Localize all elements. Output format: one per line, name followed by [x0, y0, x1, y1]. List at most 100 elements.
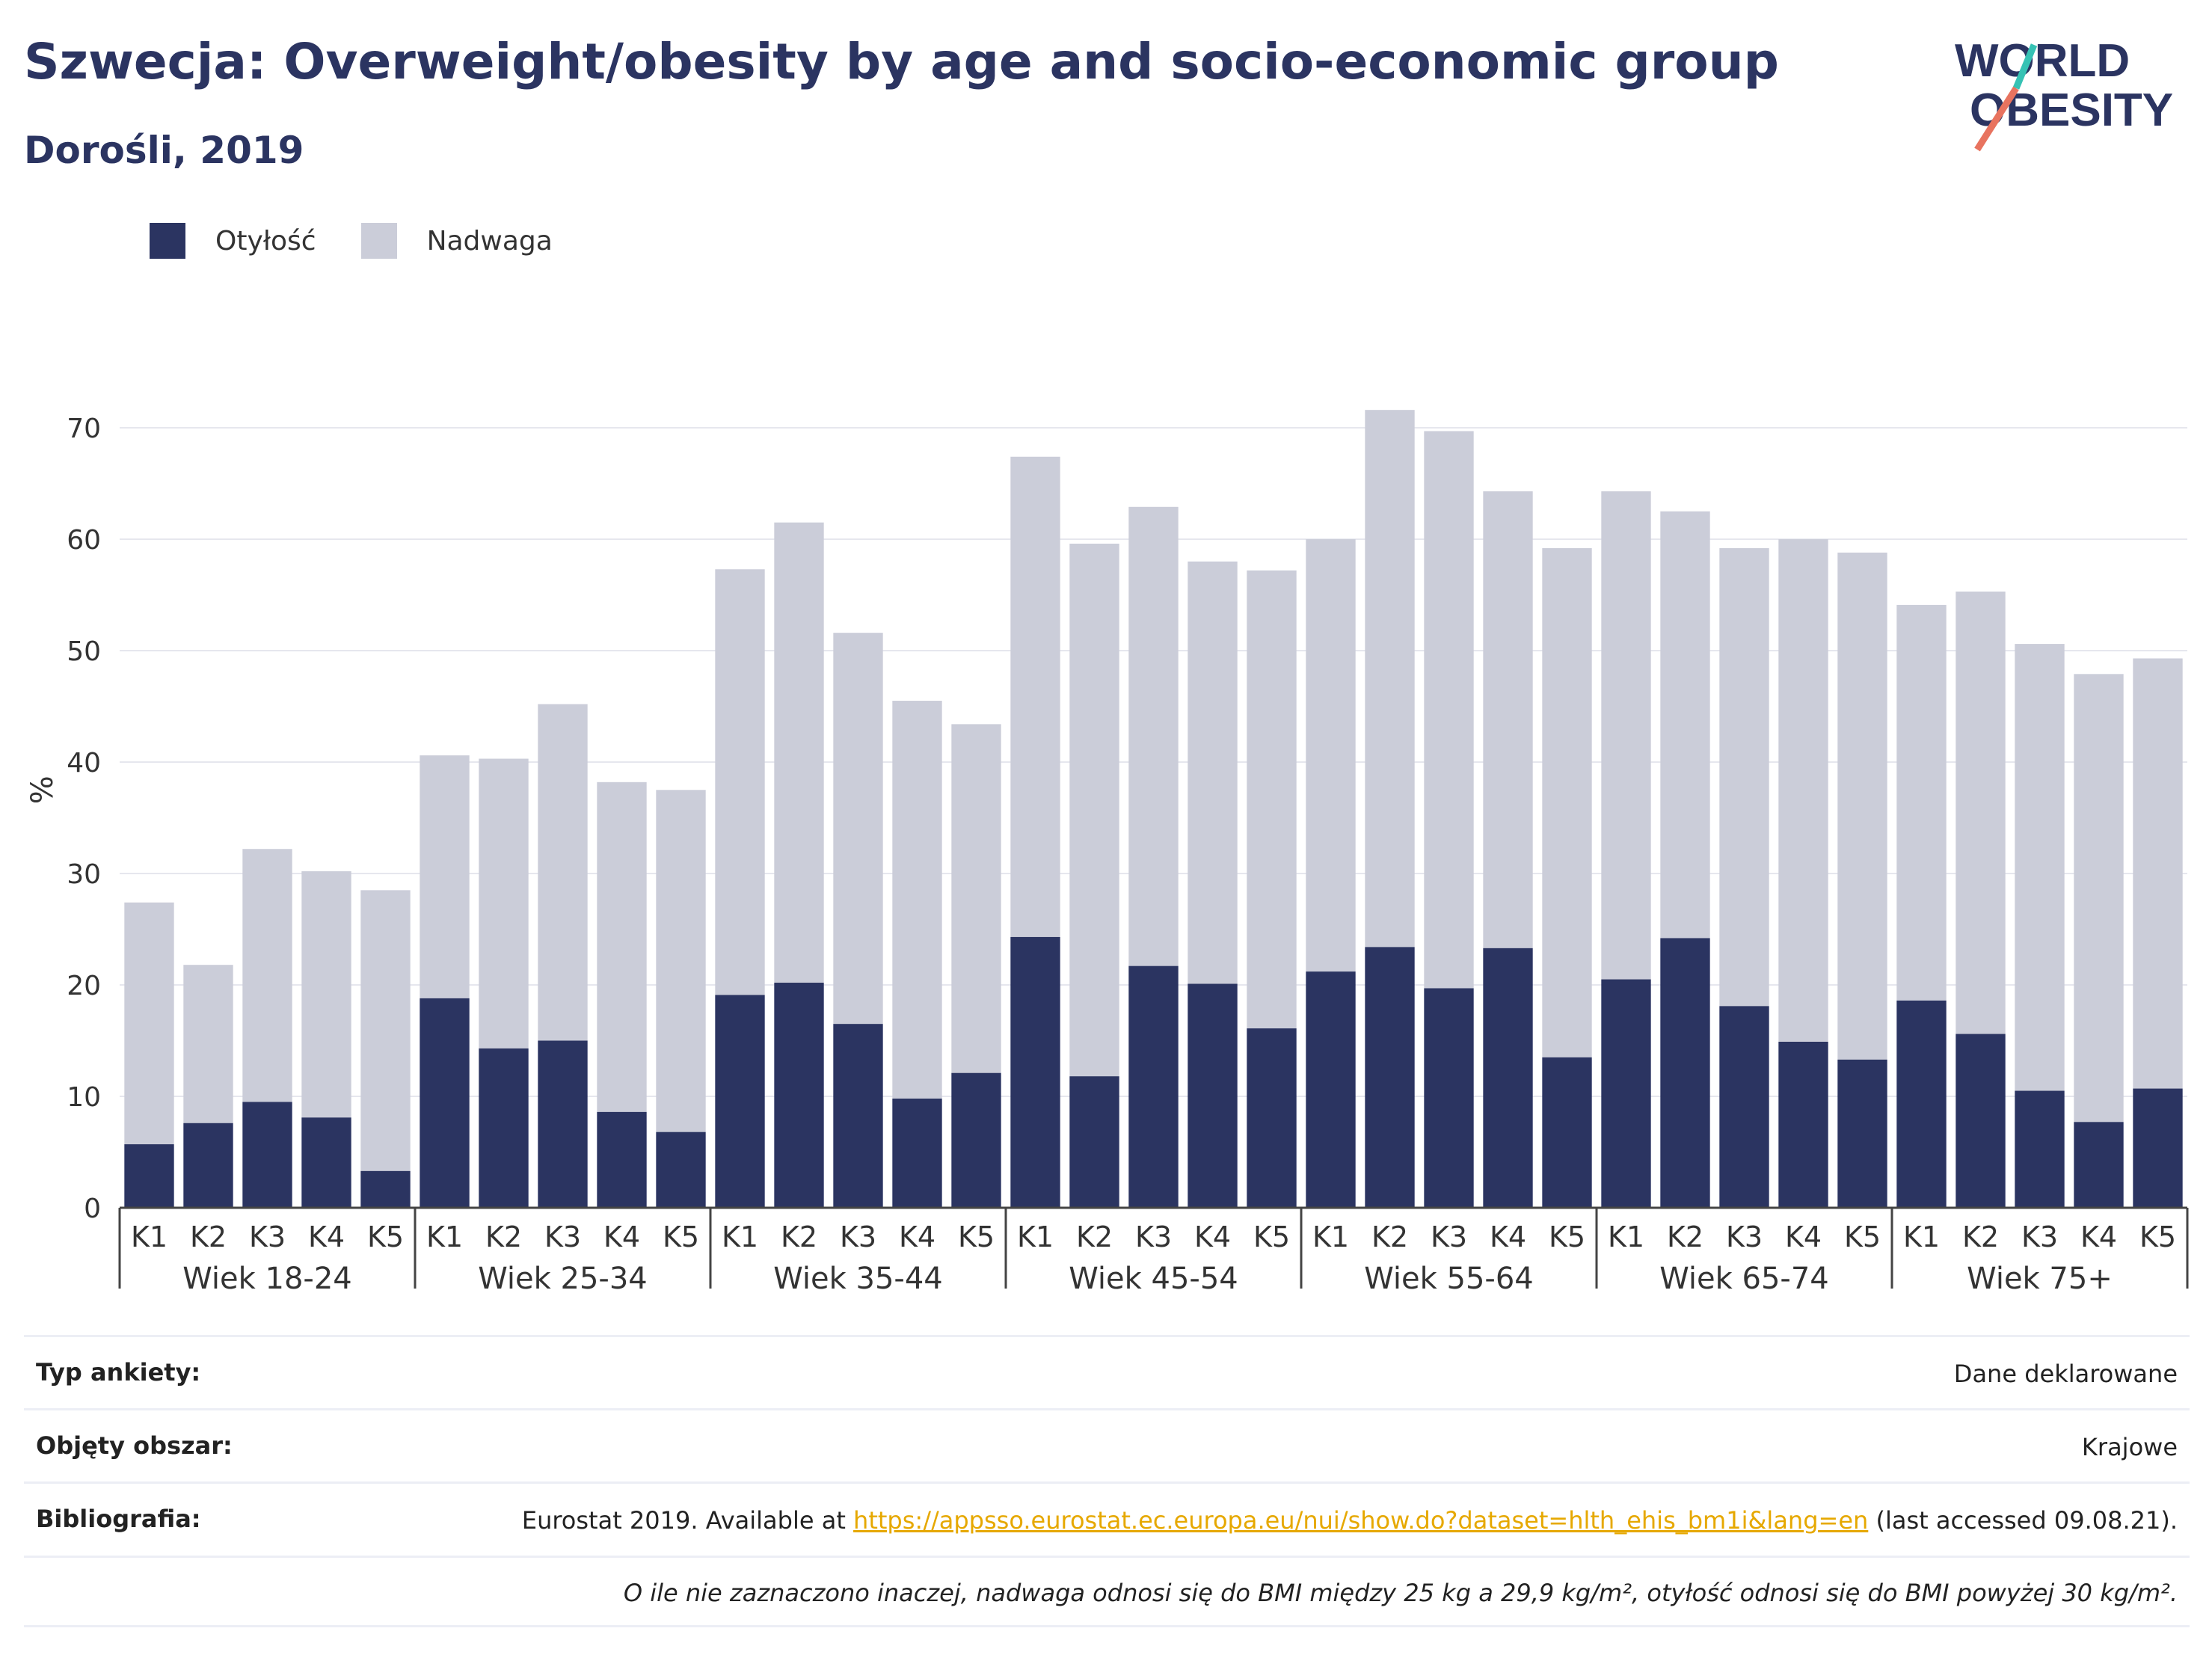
x-tick-label: K5	[1253, 1220, 1290, 1253]
legend-item-obesity: Otyłość	[150, 223, 316, 259]
legend-swatch-overweight	[360, 223, 397, 259]
group-label: Wiek 35-44	[773, 1262, 943, 1296]
bar-obesity	[538, 1040, 588, 1208]
bar-overweight	[597, 782, 647, 1112]
definition-note: O ile nie zaznaczono inaczej, nadwaga od…	[24, 1555, 2190, 1627]
x-tick-label: K1	[1312, 1220, 1349, 1253]
bar-overweight	[2015, 644, 2065, 1091]
y-tick-label: 40	[67, 748, 101, 779]
bar-obesity	[360, 1170, 411, 1208]
y-tick-label: 10	[67, 1082, 101, 1113]
bar-overweight	[124, 902, 174, 1145]
bar-overweight	[1424, 431, 1474, 989]
bar-overweight	[242, 849, 292, 1102]
bar-obesity	[124, 1144, 174, 1208]
bar-obesity	[1188, 983, 1238, 1208]
x-tick-label: K4	[1490, 1220, 1526, 1253]
bar-overweight	[1306, 539, 1356, 972]
x-tick-label: K2	[485, 1220, 522, 1253]
x-tick-label: K3	[840, 1220, 876, 1253]
bar-overweight	[2133, 658, 2183, 1089]
legend-item-overweight: Nadwaga	[360, 223, 553, 259]
group-label: Wiek 45-54	[1069, 1262, 1238, 1296]
x-tick-label: K3	[1135, 1220, 1172, 1253]
bar-overweight	[1601, 491, 1651, 980]
bar-obesity	[1601, 979, 1651, 1208]
bar-overweight	[479, 758, 529, 1048]
group-label: Wiek 65-74	[1659, 1262, 1829, 1296]
bar-obesity	[1069, 1076, 1119, 1208]
bar-overweight	[715, 569, 765, 995]
x-tick-label: K3	[2021, 1220, 2058, 1253]
bar-overweight	[1719, 547, 1769, 1007]
bar-overweight	[2074, 674, 2124, 1123]
x-tick-label: K2	[1076, 1220, 1113, 1253]
legend-swatch-obesity	[150, 223, 185, 259]
bar-overweight	[833, 633, 883, 1025]
bar-overweight	[1837, 552, 1887, 1060]
y-tick-label: 0	[84, 1194, 101, 1224]
x-tick-label: K4	[603, 1220, 640, 1253]
bar-obesity	[2133, 1088, 2183, 1208]
y-tick-label: 50	[67, 636, 101, 667]
x-tick-label: K4	[1785, 1220, 1822, 1253]
bar-overweight	[1128, 506, 1179, 966]
bar-obesity	[1837, 1059, 1887, 1208]
bar-overweight	[656, 790, 706, 1132]
y-tick-label: 30	[67, 859, 101, 890]
bar-overweight	[1896, 604, 1947, 1001]
survey-value: Dane deklarowane	[1953, 1360, 2178, 1388]
bar-overweight	[183, 965, 233, 1123]
bar-overweight	[1247, 570, 1297, 1029]
bar-obesity	[420, 998, 470, 1208]
x-tick-label: K5	[1549, 1220, 1585, 1253]
x-tick-label: K5	[367, 1220, 404, 1253]
x-tick-label: K1	[426, 1220, 463, 1253]
bar-obesity	[1719, 1006, 1769, 1208]
legend: Otyłość Nadwaga	[150, 223, 597, 259]
bar-obesity	[479, 1048, 529, 1208]
bar-obesity	[1365, 947, 1415, 1208]
bar-overweight	[1010, 456, 1060, 937]
area-value: Krajowe	[2081, 1433, 2178, 1462]
x-tick-label: K3	[1431, 1220, 1467, 1253]
bar-obesity	[301, 1117, 351, 1208]
bar-overweight	[1188, 561, 1238, 984]
x-tick-label: K4	[308, 1220, 345, 1253]
legend-label-overweight: Nadwaga	[426, 225, 553, 257]
bar-overweight	[1542, 547, 1592, 1057]
group-label: Wiek 75+	[1967, 1262, 2113, 1296]
bibliography-value: Eurostat 2019. Available at https://apps…	[522, 1505, 2178, 1537]
bar-overweight	[892, 701, 942, 1099]
survey-label: Typ ankiety:	[36, 1358, 201, 1387]
bar-obesity	[1483, 948, 1533, 1208]
y-tick-label: 20	[67, 971, 101, 1001]
bibliography-link[interactable]: https://appsso.eurostat.ec.europa.eu/nui…	[853, 1506, 1869, 1535]
bar-obesity	[1128, 965, 1179, 1208]
bar-overweight	[360, 890, 411, 1171]
bar-obesity	[183, 1123, 233, 1208]
group-label: Wiek 55-64	[1364, 1262, 1534, 1296]
bar-obesity	[1778, 1041, 1828, 1208]
x-tick-label: K2	[781, 1220, 817, 1253]
bar-overweight	[1660, 511, 1710, 939]
x-tick-label: K1	[1903, 1220, 1940, 1253]
logo-slash-red	[1974, 86, 2019, 152]
stacked-bar-chart: 0 10 20 30 40 50 60 70% K1 K2 K3 K4 K5 K1 K2 K3 K4 K5 K1 K2…	[25, 410, 2189, 1296]
bar-overweight	[1778, 539, 1828, 1042]
bar-obesity	[1956, 1034, 2006, 1208]
bibliography-suffix: (last accessed 09.08.21).	[1868, 1506, 2178, 1535]
area-label: Objęty obszar:	[36, 1431, 233, 1461]
x-tick-label: K1	[1017, 1220, 1054, 1253]
bar-obesity	[1010, 936, 1060, 1208]
x-tick-label: K2	[1962, 1220, 1999, 1253]
x-tick-label: K4	[1194, 1220, 1231, 1253]
group-label: Wiek 18-24	[182, 1262, 352, 1296]
legend-label-obesity: Otyłość	[215, 225, 316, 257]
bar-obesity	[951, 1072, 1001, 1208]
x-tick-label: K5	[958, 1220, 995, 1253]
bar-overweight	[1483, 491, 1533, 948]
meta-row-survey: Typ ankiety: Dane deklarowane	[24, 1335, 2190, 1408]
bar-obesity	[2015, 1090, 2065, 1208]
bar-overweight	[774, 522, 824, 983]
